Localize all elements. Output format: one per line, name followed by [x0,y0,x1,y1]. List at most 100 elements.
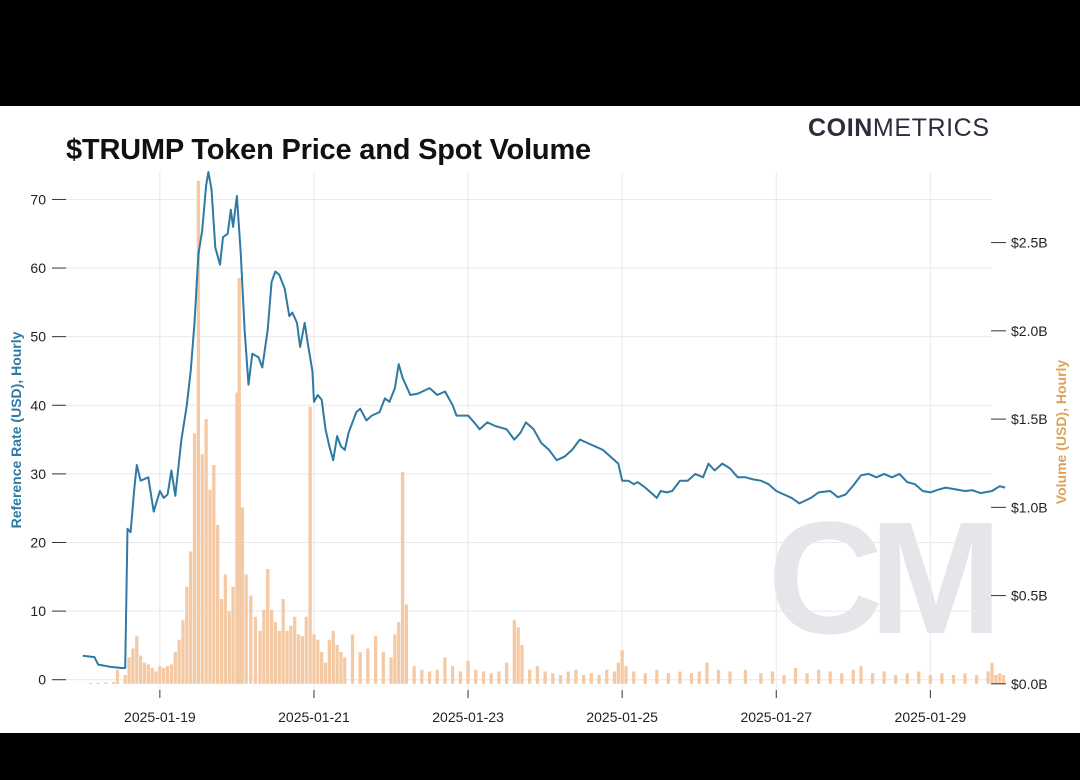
y-right-tick-label: $0.5B [1011,588,1048,604]
volume-bar [320,652,324,684]
volume-bar [331,630,335,684]
volume-bar [612,671,617,684]
volume-bar [381,652,385,684]
price-line [82,171,1006,669]
volume-bar [400,472,405,684]
volume-bar [335,644,339,684]
volume-bar [358,652,362,684]
volume-bar [759,673,763,684]
volume-bar [793,667,798,684]
volume-bar [420,669,424,684]
volume-bar [158,666,162,684]
volume-bar [689,673,694,684]
volume-bar [466,660,470,684]
volume-bar [828,671,832,684]
y-left-tick-label: 10 [30,603,46,619]
volume-bar [235,392,239,684]
volume-bar [443,657,447,684]
volume-bar [135,636,139,684]
volume-bar [253,616,258,684]
y-left-tick-label: 70 [30,191,46,207]
volume-bar [173,652,177,684]
volume-bar [558,674,563,684]
volume-bar [632,671,636,684]
volume-bar [620,650,624,684]
volume-bar [212,464,216,684]
volume-bar [285,630,289,684]
volume-bar [489,673,493,684]
volume-bar [273,622,278,684]
y-left-tick-label: 50 [30,329,46,345]
volume-bar [986,671,990,684]
y-axis-right-label: Volume (USD), Hourly [1053,360,1069,505]
volume-bar [150,667,154,684]
volume-bar [451,666,455,684]
volume-bar [296,634,301,684]
volume-bar [782,674,786,684]
volume-bar [412,666,416,684]
volume-bar [231,586,235,684]
volume-bar [339,652,343,684]
x-tick-label: 2025-01-21 [278,709,350,725]
volume-bar [520,644,524,684]
volume-bar [574,669,578,684]
volume-bar [551,673,555,684]
volume-bar [859,666,863,684]
watermark: CM [768,488,993,667]
volume-bar [373,636,378,684]
volume-bar [393,634,397,684]
volume-bar [928,674,932,684]
volume-bar [917,671,921,684]
volume-bar [963,673,967,684]
volume-bar [185,586,189,684]
volume-bar [497,671,501,684]
volume-bar [115,669,120,684]
volume-bar [427,671,432,684]
y-right-tick-label: $2.0B [1011,323,1048,339]
volume-bar [705,662,709,684]
volume-bar [96,682,100,684]
volume-bar [208,489,212,684]
volume-bars [88,180,1006,684]
volume-bar [104,682,108,684]
volume-bar [196,180,201,684]
volume-bar [316,639,320,684]
volume-bar [131,648,135,684]
volume-bar [138,655,143,684]
chart-panel [0,106,1080,733]
volume-bar [262,609,266,684]
volume-bar [404,604,409,684]
coinmetrics-logo: COINMETRICS [808,114,990,143]
volume-bar [127,657,131,684]
volume-bar [204,419,208,684]
volume-bar [177,639,181,684]
y-right-tick-label: $2.5B [1011,235,1048,251]
volume-bar [200,454,204,684]
volume-bar [528,669,532,684]
volume-bar [817,669,821,684]
y-right-tick-label: $0.0B [1011,676,1048,692]
volume-bar [269,609,274,684]
volume-bar [597,674,601,684]
volume-bar [266,569,270,684]
volume-bar [894,674,898,684]
volume-bar [605,669,609,684]
volume-bar [304,616,308,684]
volume-bar [951,674,956,684]
volume-bar [154,671,158,684]
y-right-tick-label: $1.0B [1011,499,1048,515]
x-tick-label: 2025-01-27 [740,709,812,725]
x-tick-label: 2025-01-23 [432,709,504,725]
volume-bar [162,667,166,684]
volume-bar [643,673,647,684]
volume-bar [512,620,516,684]
volume-bar [535,666,540,684]
volume-bar [293,616,297,684]
volume-bar [112,682,116,684]
volume-bar [624,666,628,684]
volume-bar [389,657,393,684]
volume-bar [165,666,170,684]
volume-bar [474,669,478,684]
y-left-tick-label: 0 [38,672,46,688]
